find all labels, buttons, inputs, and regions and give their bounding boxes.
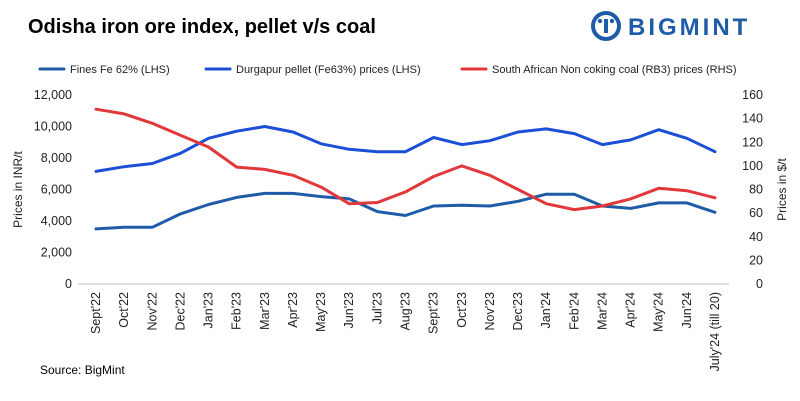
y-right-tick-label: 120 [742, 135, 763, 149]
y-right-tick-label: 100 [742, 159, 763, 173]
x-tick-label: May'23 [314, 292, 328, 332]
series-line [94, 107, 717, 212]
y-left-tick-label: 0 [65, 277, 72, 291]
x-tick-label: Oct'22 [117, 292, 131, 328]
y-left-tick-label: 10,000 [34, 120, 72, 134]
y-right-tick-label: 160 [742, 88, 763, 102]
y-left-tick-label: 2,000 [41, 246, 72, 260]
y-right-axis-title: Prices in $/t [775, 157, 789, 220]
y-right-tick-label: 60 [749, 206, 763, 220]
x-tick-label: Mar'24 [595, 292, 609, 330]
x-tick-label: Jun'24 [680, 292, 694, 328]
y-left-tick-label: 12,000 [34, 88, 72, 102]
logo-icon [591, 11, 621, 41]
y-right-tick-label: 0 [756, 277, 763, 291]
x-tick-label: Jul'23 [370, 292, 384, 324]
legend-label: South African Non coking coal (RB3) pric… [492, 64, 737, 76]
x-tick-label: Dec'23 [511, 292, 525, 331]
y-right-tick-label: 80 [749, 183, 763, 197]
series-line [94, 125, 717, 173]
x-tick-label: Sept'23 [427, 292, 441, 334]
x-tick-label: Feb'23 [230, 292, 244, 330]
x-tick-label: Jan'23 [202, 292, 216, 328]
x-tick-label: Nov'23 [483, 292, 497, 331]
y-left-tick-label: 6,000 [41, 183, 72, 197]
y-right-tick-label: 40 [749, 230, 763, 244]
y-left-tick-label: 4,000 [41, 214, 72, 228]
y-right-tick-label: 140 [742, 112, 763, 126]
y-left-axis-title: Prices in INR/t [11, 150, 25, 227]
x-tick-label: Mar'23 [258, 292, 272, 330]
legend-label: Fines Fe 62% (LHS) [70, 64, 170, 76]
x-tick-label: Jun'23 [342, 292, 356, 328]
x-tick-label: Oct'23 [455, 292, 469, 328]
y-right-tick-label: 20 [749, 253, 763, 267]
x-tick-label: Jan'24 [539, 292, 553, 328]
legend-label: Durgapur pellet (Fe63%) prices (LHS) [236, 64, 421, 76]
x-tick-label: Dec'22 [173, 292, 187, 331]
series-line [94, 191, 717, 231]
x-tick-label: Aug'23 [399, 292, 413, 331]
y-left-tick-label: 8,000 [41, 151, 72, 165]
logo-wordmark: BIGMINT [628, 14, 750, 41]
x-tick-label: Apr'24 [624, 292, 638, 328]
x-tick-label: July'24 (till 20) [708, 292, 722, 372]
chart-title: Odisha iron ore index, pellet v/s coal [28, 16, 376, 38]
source-note: Source: BigMint [40, 363, 125, 377]
x-tick-label: Sept'22 [89, 292, 103, 334]
bigmint-logo: BIGMINT [591, 11, 750, 41]
x-tick-label: Apr'23 [286, 292, 300, 328]
x-tick-label: Nov'22 [145, 292, 159, 331]
x-tick-label: May'24 [652, 292, 666, 332]
x-tick-label: Feb'24 [567, 292, 581, 330]
